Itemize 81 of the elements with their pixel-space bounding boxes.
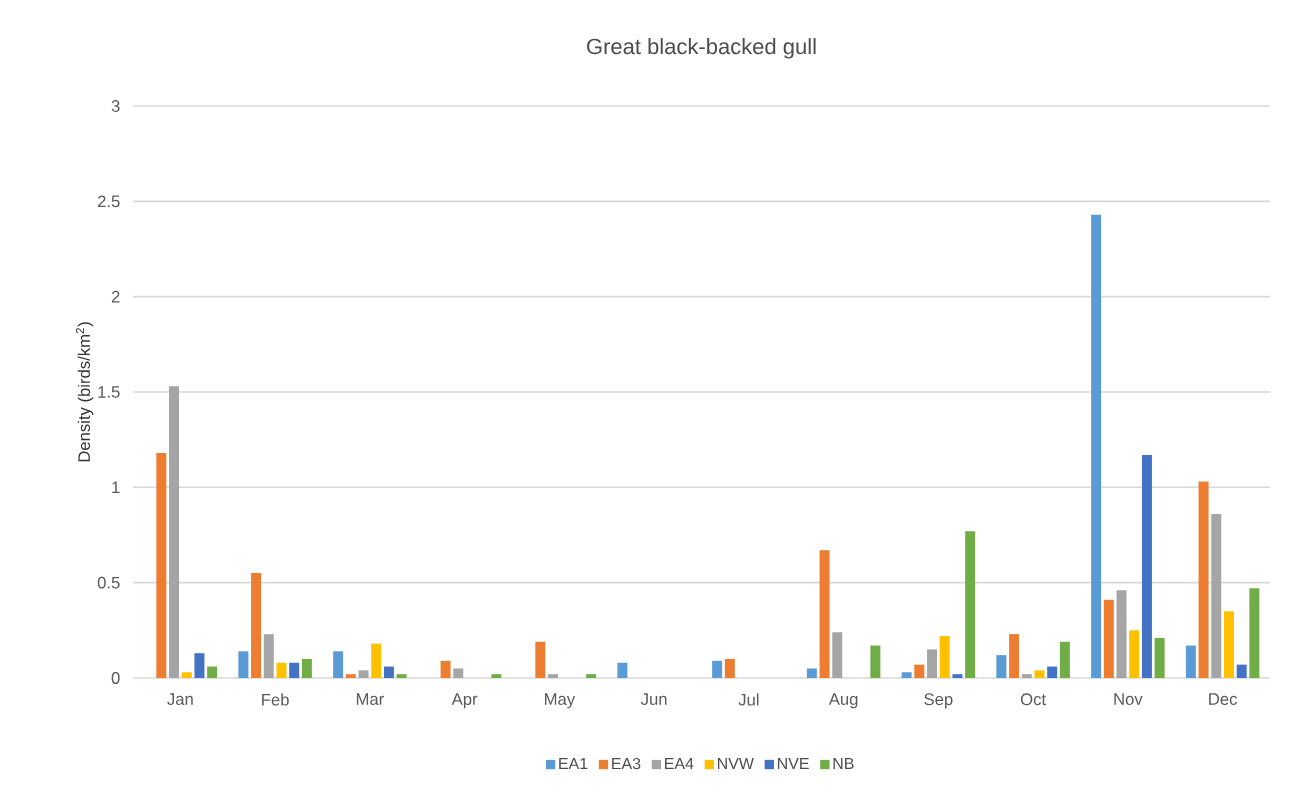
bar [301,658,312,678]
chart-title: Great black-backed gull [587,38,816,59]
bar [371,643,382,678]
bar [156,453,167,678]
x-tick-label: May [545,693,576,709]
bar [396,674,407,678]
bar [333,651,344,678]
bar [358,670,369,678]
x-tick-label: Dec [1209,693,1237,705]
bar [965,531,976,678]
x-tick-label: Oct [1020,693,1046,706]
bar [535,641,546,678]
legend-label: NVW [717,758,754,770]
bar [1021,674,1032,678]
y-tick-label: 0.5 [97,576,120,589]
bar [927,649,938,678]
bar [251,573,262,678]
bar [870,645,881,678]
bar [617,662,628,678]
bar [207,666,218,678]
bar [548,674,559,678]
x-tick-label: Apr [451,693,478,709]
bar [1009,634,1020,678]
bar [832,632,843,678]
x-tick-label: Nov [1114,693,1143,705]
bar [181,672,192,678]
x-tick-label: Feb [262,693,289,706]
bar [586,674,597,678]
bar [1047,666,1058,678]
x-tick-label: Jun [640,693,667,705]
bar [952,674,963,678]
bar [238,651,249,678]
bar [1116,590,1127,678]
x-tick-label: Jan [167,693,193,705]
x-tick-label: Mar [356,693,384,705]
legend-label: NVE [777,758,809,770]
bar [901,672,912,678]
x-tick-label: Sep [924,693,953,709]
bar [491,674,502,678]
bar [345,674,356,678]
legend-label: EA1 [559,758,588,770]
bar [383,666,394,678]
bar [263,634,274,678]
bar [724,658,735,678]
bar [1236,664,1247,678]
bar [1091,214,1102,678]
bar [1154,637,1165,678]
bar [289,662,300,678]
bar [1198,481,1209,678]
bar [1141,454,1152,678]
x-tick-label: Jul [738,693,759,706]
bar [819,550,830,678]
bar [1249,588,1260,678]
bar [453,668,464,678]
bar [939,636,950,678]
bar [914,664,925,678]
bar [806,668,817,678]
bar [712,660,723,678]
y-axis-title: Density (birds/km$^{2}$) [75,322,94,462]
bar [194,653,205,678]
y-tick-label: 2.5 [97,195,120,208]
bar [1034,670,1045,678]
bar [1129,630,1140,678]
bar [996,655,1007,678]
y-tick-label: 1.5 [98,386,120,398]
y-tick-label: 3 [111,100,120,112]
y-tick-label: 1 [112,481,120,494]
bar [169,386,180,678]
y-tick-label: 0 [111,672,120,684]
y-tick-label: 2 [111,290,120,303]
bar [1223,611,1234,678]
bar [1211,514,1222,678]
legend-label: NB [833,758,854,770]
bar [1185,645,1196,678]
x-tick-label: Aug [828,693,858,709]
legend-label: EA4 [665,758,694,770]
bar [1059,641,1070,678]
bar [440,660,451,678]
bar [1103,599,1114,678]
legend-label: EA3 [612,757,641,770]
bar [276,662,287,678]
